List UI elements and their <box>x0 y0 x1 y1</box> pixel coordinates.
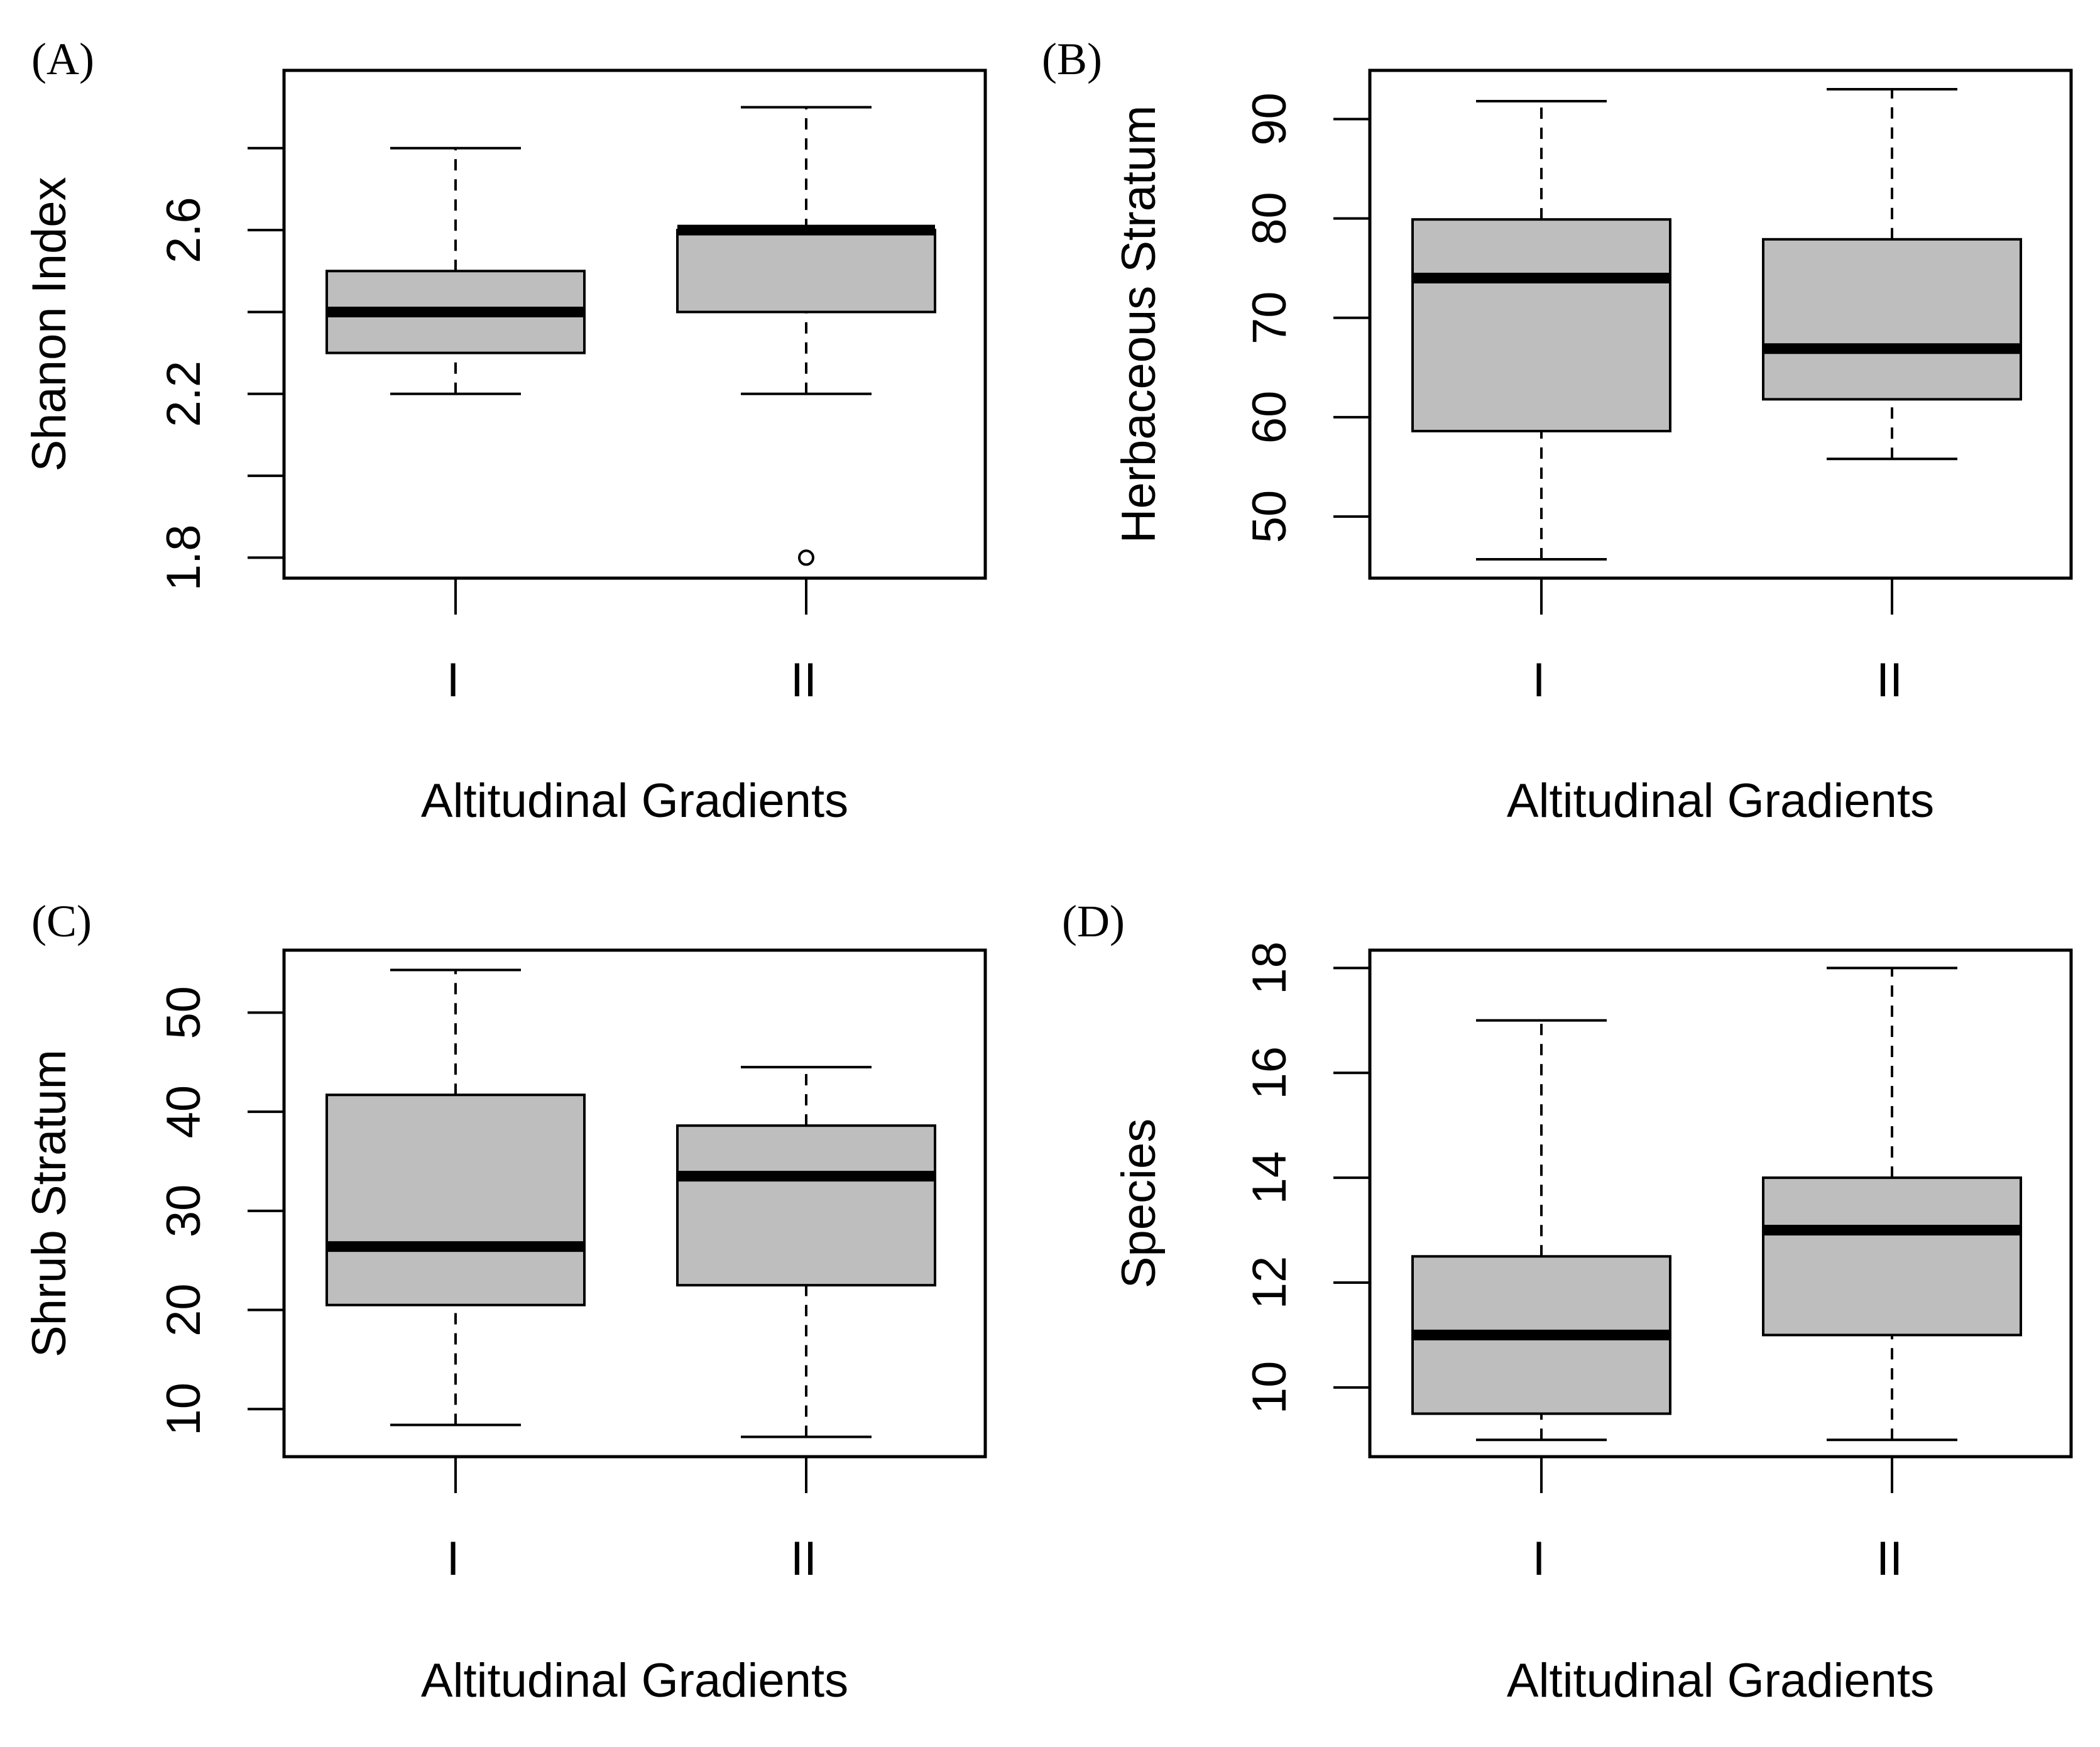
panel-letter: (B) <box>1042 34 1102 84</box>
iqr-box <box>1762 238 2022 401</box>
outlier-point <box>798 549 814 566</box>
y-tick-label: 40 <box>157 1085 211 1139</box>
box-II <box>1762 88 2022 461</box>
iqr-box <box>1762 1176 2022 1337</box>
plot-frame <box>282 68 987 580</box>
x-tick-label: II <box>790 654 817 707</box>
x-tick-label: I <box>1532 654 1545 707</box>
iqr-box <box>676 229 936 314</box>
box-II <box>676 1066 936 1438</box>
y-tick-label: 1.8 <box>157 525 211 591</box>
x-tick-label: I <box>446 1532 459 1585</box>
x-axis-label: Altitudinal Gradients <box>421 774 848 828</box>
y-tick-label: 18 <box>1243 941 1296 995</box>
y-tick-label: 50 <box>1243 490 1296 544</box>
y-tick-label: 70 <box>1243 291 1296 344</box>
box-I <box>325 968 586 1427</box>
x-tick-label: II <box>1876 1532 1903 1585</box>
y-tick-label: 80 <box>1243 192 1296 245</box>
y-tick-label: 50 <box>157 986 211 1039</box>
x-tick-label: I <box>446 654 459 707</box>
iqr-box <box>1411 218 1671 432</box>
iqr-box <box>676 1124 936 1287</box>
box-II <box>1762 967 2022 1442</box>
y-tick-label: 16 <box>1243 1046 1296 1100</box>
y-tick-label: 14 <box>1243 1151 1296 1205</box>
y-tick-label: 2.2 <box>157 361 211 427</box>
y-tick-label: 90 <box>1243 92 1296 146</box>
panel-letter: (C) <box>31 896 92 946</box>
y-tick-label: 2.6 <box>157 197 211 263</box>
y-axis-label: Species <box>1112 1119 1166 1288</box>
panel-letter: (A) <box>31 34 94 84</box>
panel-letter: (D) <box>1062 896 1125 946</box>
x-axis-label: Altitudinal Gradients <box>421 1654 848 1707</box>
iqr-box <box>325 1093 586 1306</box>
box-I <box>1411 1019 1671 1442</box>
box-I <box>325 146 586 395</box>
x-tick-label: I <box>1532 1532 1545 1585</box>
x-tick-label: II <box>790 1532 817 1585</box>
y-tick-label: 10 <box>157 1383 211 1436</box>
y-tick-label: 30 <box>157 1185 211 1238</box>
y-tick-label: 12 <box>1243 1256 1296 1310</box>
plot-frame <box>282 948 987 1459</box>
y-tick-label: 60 <box>1243 391 1296 444</box>
x-tick-label: II <box>1876 654 1903 707</box>
y-tick-label: 10 <box>1243 1361 1296 1415</box>
plot-frame <box>1368 68 2073 580</box>
y-tick-label: 20 <box>157 1283 211 1337</box>
box-II <box>676 106 936 566</box>
x-axis-label: Altitudinal Gradients <box>1507 774 1934 828</box>
y-axis-label: Herbaceous Stratum <box>1112 106 1166 544</box>
box-I <box>1411 100 1671 561</box>
y-axis-label: Shrub Stratum <box>23 1049 76 1357</box>
y-axis-label: Shanon Index <box>23 177 76 471</box>
x-axis-label: Altitudinal Gradients <box>1507 1654 1934 1707</box>
plot-frame <box>1368 948 2073 1459</box>
